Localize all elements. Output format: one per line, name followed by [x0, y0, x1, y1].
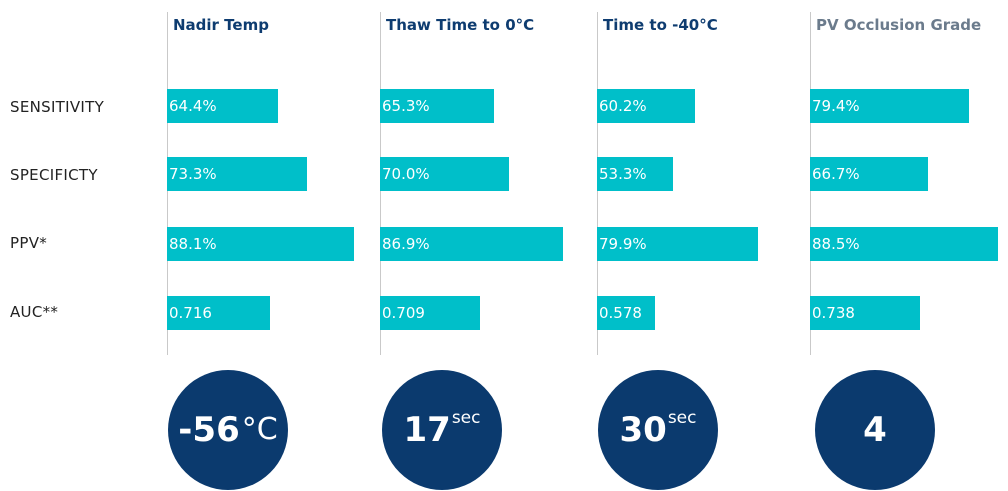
cutoff-unit: sec: [451, 408, 481, 428]
cutoff-value: -56: [178, 410, 240, 450]
cutoff-unit: sec: [667, 408, 697, 428]
bar: [167, 157, 307, 191]
bar-value-label: 0.709: [382, 304, 425, 322]
bar: [597, 227, 758, 261]
cutoff-circle: 4: [815, 370, 935, 490]
cutoff-circle: 17 sec: [382, 370, 502, 490]
row-label-0: SENSITIVITY: [10, 98, 105, 116]
bar: [597, 89, 695, 123]
bar: [380, 296, 480, 330]
row-label-1: SPECIFICTY: [10, 166, 98, 184]
cutoff-unit: °C: [241, 412, 278, 447]
bar-value-label: 79.9%: [599, 235, 647, 253]
bar-value-label: 0.578: [599, 304, 642, 322]
bar: [810, 296, 920, 330]
bar-value-label: 70.0%: [382, 165, 430, 183]
bar: [380, 157, 509, 191]
bar-value-label: 86.9%: [382, 235, 430, 253]
bar-value-label: 88.1%: [169, 235, 217, 253]
bar: [167, 296, 270, 330]
row-label-2: PPV*: [10, 234, 48, 252]
bar: [597, 157, 673, 191]
bar: [380, 89, 494, 123]
cutoff-value: 4: [863, 410, 887, 450]
column-title: Nadir Temp: [173, 16, 269, 34]
bar-value-label: 73.3%: [169, 165, 217, 183]
cutoff-circle: -56 °C: [168, 370, 288, 490]
bar: [167, 227, 354, 261]
bar-value-label: 79.4%: [812, 97, 860, 115]
cutoff-value: 17: [403, 410, 451, 450]
cutoff-circle: 30 sec: [598, 370, 718, 490]
bar: [167, 89, 278, 123]
bar-value-label: 60.2%: [599, 97, 647, 115]
column-title: Thaw Time to 0°C: [386, 16, 535, 34]
bar-value-label: 66.7%: [812, 165, 860, 183]
bar-value-label: 53.3%: [599, 165, 647, 183]
bar: [810, 89, 969, 123]
bar-value-label: 65.3%: [382, 97, 430, 115]
row-label-3: AUC**: [10, 303, 59, 321]
bar-value-label: 0.716: [169, 304, 212, 322]
column-title: Time to -40°C: [603, 16, 718, 34]
bar: [810, 227, 998, 261]
bar: [597, 296, 655, 330]
cutoff-value: 30: [619, 410, 667, 450]
bar-value-label: 64.4%: [169, 97, 217, 115]
bar: [810, 157, 928, 191]
bar: [380, 227, 563, 261]
bar-value-label: 88.5%: [812, 235, 860, 253]
bar-value-label: 0.738: [812, 304, 855, 322]
column-title: PV Occlusion Grade: [816, 16, 982, 34]
